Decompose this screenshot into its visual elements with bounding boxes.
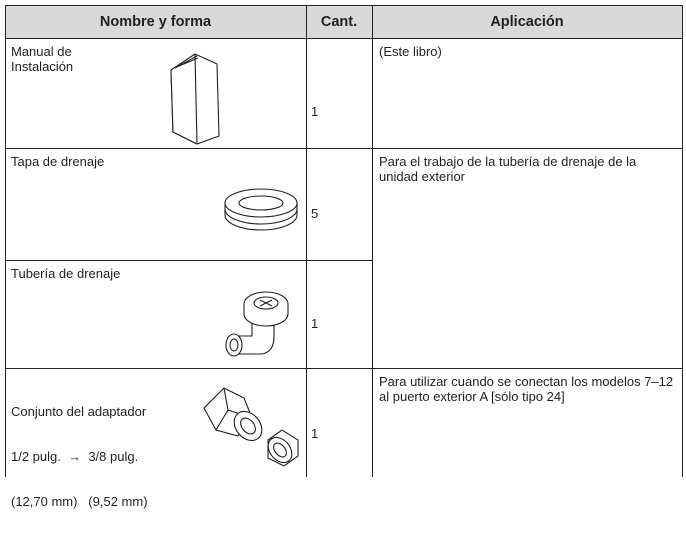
item-name: Manual de Instalación <box>11 44 74 74</box>
name-line: Conjunto del adaptador <box>11 404 147 419</box>
name-line: (12,70 mm) (9,52 mm) <box>11 494 148 509</box>
border <box>372 5 373 477</box>
header-cell: Nombre y forma <box>5 5 306 38</box>
item-name: Tubería de drenaje <box>11 266 121 281</box>
booklet-icon <box>170 53 220 145</box>
border <box>5 260 372 261</box>
name-line: 1/2 pulg. → 3/8 pulg. <box>11 449 139 464</box>
border <box>5 368 683 369</box>
item-qty: 1 <box>311 316 319 331</box>
item-application: (Este libro) <box>379 44 442 59</box>
item-name: Tapa de drenaje <box>11 154 105 169</box>
border <box>5 5 6 477</box>
item-application: Para utilizar cuando se conectan los mod… <box>379 374 674 404</box>
item-application: Para el trabajo de la tubería de drenaje… <box>379 154 637 184</box>
border <box>306 5 307 477</box>
elbow-icon <box>225 291 289 357</box>
item-qty: 1 <box>311 104 319 119</box>
page: Nombre y forma Cant. Aplicación Manual d… <box>5 5 683 509</box>
item-qty: 5 <box>311 206 319 221</box>
item-qty: 1 <box>311 426 319 441</box>
header-cell: Aplicación <box>372 5 682 38</box>
border <box>5 148 683 149</box>
item-name: Conjunto del adaptador 1/2 pulg. → 3/8 p… <box>11 374 148 539</box>
adapter-icon <box>203 387 299 467</box>
cap-icon <box>224 188 298 231</box>
border <box>682 5 683 477</box>
border <box>5 5 683 6</box>
border <box>5 38 683 39</box>
header-cell: Cant. <box>306 5 372 38</box>
